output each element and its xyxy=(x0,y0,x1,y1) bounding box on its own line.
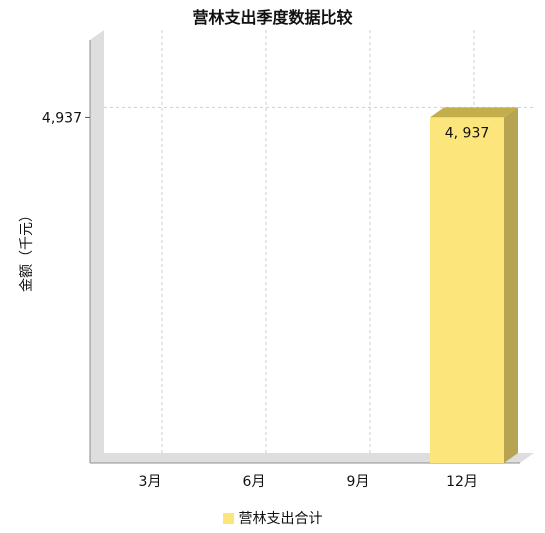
x-tick-label: 9月 xyxy=(347,474,370,490)
x-tick-label: 3月 xyxy=(139,474,162,490)
chart-title: 营林支出季度数据比较 xyxy=(192,8,353,27)
x-tick-label: 12月 xyxy=(446,474,478,490)
bar-side-face xyxy=(504,107,518,463)
bar-front-face xyxy=(430,117,504,463)
bar xyxy=(430,107,518,463)
y-axis-wall xyxy=(90,30,104,463)
y-tick-label: 4,937 xyxy=(42,110,82,126)
legend-label: 营林支出合计 xyxy=(238,511,323,527)
x-axis-floor xyxy=(90,453,534,463)
bar-top-face xyxy=(430,107,518,118)
data-label: 4, 937 xyxy=(445,125,490,141)
x-tick-label: 6月 xyxy=(243,474,266,490)
legend: 营林支出合计 xyxy=(0,508,545,528)
legend-swatch xyxy=(222,513,234,524)
